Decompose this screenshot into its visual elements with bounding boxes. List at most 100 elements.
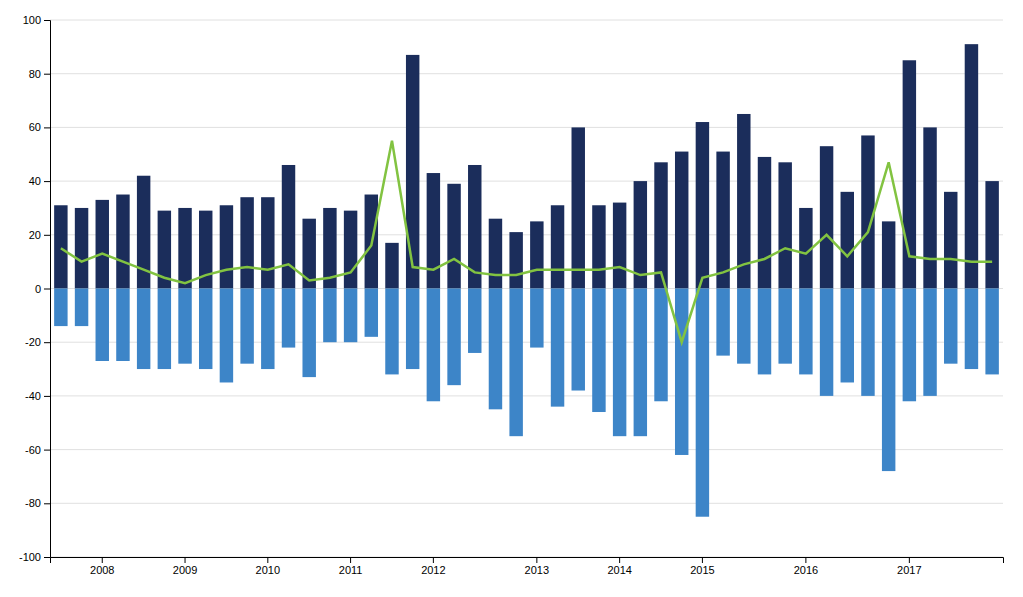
tick-mark xyxy=(805,557,806,563)
bar xyxy=(634,289,647,437)
bar xyxy=(385,243,398,289)
bar xyxy=(551,205,564,288)
bar xyxy=(75,289,88,327)
bar xyxy=(302,289,315,378)
bar xyxy=(675,289,688,455)
tick-label: 2013 xyxy=(525,564,549,576)
bar xyxy=(799,289,812,375)
bar xyxy=(654,162,667,288)
tick-label: 40 xyxy=(29,175,41,187)
bar xyxy=(758,157,771,289)
bar xyxy=(240,289,253,364)
tick-label: -80 xyxy=(25,497,41,509)
tick-label: 100 xyxy=(23,14,41,26)
bar xyxy=(427,289,440,402)
grid-line xyxy=(50,20,1003,21)
bar xyxy=(220,205,233,288)
grid-line xyxy=(50,181,1003,182)
tick: -20 xyxy=(25,336,50,348)
tick-label: -100 xyxy=(19,551,41,563)
tick-mark xyxy=(536,557,537,563)
bar xyxy=(509,289,522,437)
bar xyxy=(944,192,957,289)
bar xyxy=(861,289,874,396)
bar xyxy=(758,289,771,375)
bar xyxy=(985,289,998,375)
bar xyxy=(530,289,543,348)
grid-line xyxy=(50,503,1003,504)
tick-label: 2014 xyxy=(607,564,631,576)
bar xyxy=(323,289,336,343)
tick-label: 2015 xyxy=(690,564,714,576)
tick-label: 2009 xyxy=(173,564,197,576)
bar xyxy=(116,195,129,289)
tick-label: -40 xyxy=(25,390,41,402)
tick-mark xyxy=(44,450,50,451)
tick: 2016 xyxy=(794,557,818,576)
bar xyxy=(96,289,109,361)
bar xyxy=(427,173,440,288)
bar xyxy=(220,289,233,383)
bar xyxy=(572,127,585,288)
bar-series xyxy=(54,289,999,517)
bar xyxy=(489,219,502,289)
grid-line xyxy=(50,234,1003,235)
bar xyxy=(820,289,833,396)
bar xyxy=(944,289,957,364)
bar xyxy=(54,205,67,288)
tick-label: 2012 xyxy=(421,564,445,576)
bar xyxy=(282,165,295,289)
tick-mark xyxy=(185,557,186,563)
tick: -100 xyxy=(19,551,50,563)
tick: 20 xyxy=(29,229,50,241)
tick-mark xyxy=(702,557,703,563)
tick: 40 xyxy=(29,175,50,187)
bar xyxy=(385,289,398,375)
tick: -60 xyxy=(25,444,50,456)
tick-mark xyxy=(44,127,50,128)
axis-line xyxy=(44,21,51,558)
bar xyxy=(592,205,605,288)
bar xyxy=(406,289,419,370)
tick-label: -60 xyxy=(25,444,41,456)
bar xyxy=(613,203,626,289)
x-axis: 2008200920102011201220132014201520162017 xyxy=(51,557,1004,576)
grid-line xyxy=(50,73,1003,74)
tick-mark xyxy=(350,557,351,563)
grid-line xyxy=(50,342,1003,343)
tick: 100 xyxy=(23,14,50,26)
bar xyxy=(572,289,585,391)
grid-line xyxy=(50,127,1003,128)
bar xyxy=(778,162,791,288)
tick-mark xyxy=(44,74,50,75)
tick-label: 2017 xyxy=(897,564,921,576)
tick: 2017 xyxy=(897,557,921,576)
bar xyxy=(344,289,357,343)
tick: 2013 xyxy=(525,557,549,576)
bar xyxy=(282,289,295,348)
bar xyxy=(158,289,171,370)
bar xyxy=(96,200,109,289)
tick-label: -20 xyxy=(25,336,41,348)
bar xyxy=(923,127,936,288)
tick-mark xyxy=(44,20,50,21)
tick: 2014 xyxy=(607,557,631,576)
bar xyxy=(447,184,460,289)
bar-series xyxy=(54,44,999,288)
tick-mark xyxy=(102,557,103,563)
bar xyxy=(489,289,502,410)
grid-line xyxy=(50,288,1003,289)
tick: 2012 xyxy=(421,557,445,576)
grid xyxy=(50,20,1003,557)
tick: -80 xyxy=(25,497,50,509)
chart: -100-80-60-40-20020406080100200820092010… xyxy=(0,0,1023,597)
tick-mark xyxy=(433,557,434,563)
tick-mark xyxy=(44,289,50,290)
tick: 2008 xyxy=(90,557,114,576)
bar xyxy=(737,289,750,364)
bar xyxy=(841,192,854,289)
tick-label: 2016 xyxy=(794,564,818,576)
bar xyxy=(985,181,998,288)
bar xyxy=(344,211,357,289)
tick-mark xyxy=(44,396,50,397)
